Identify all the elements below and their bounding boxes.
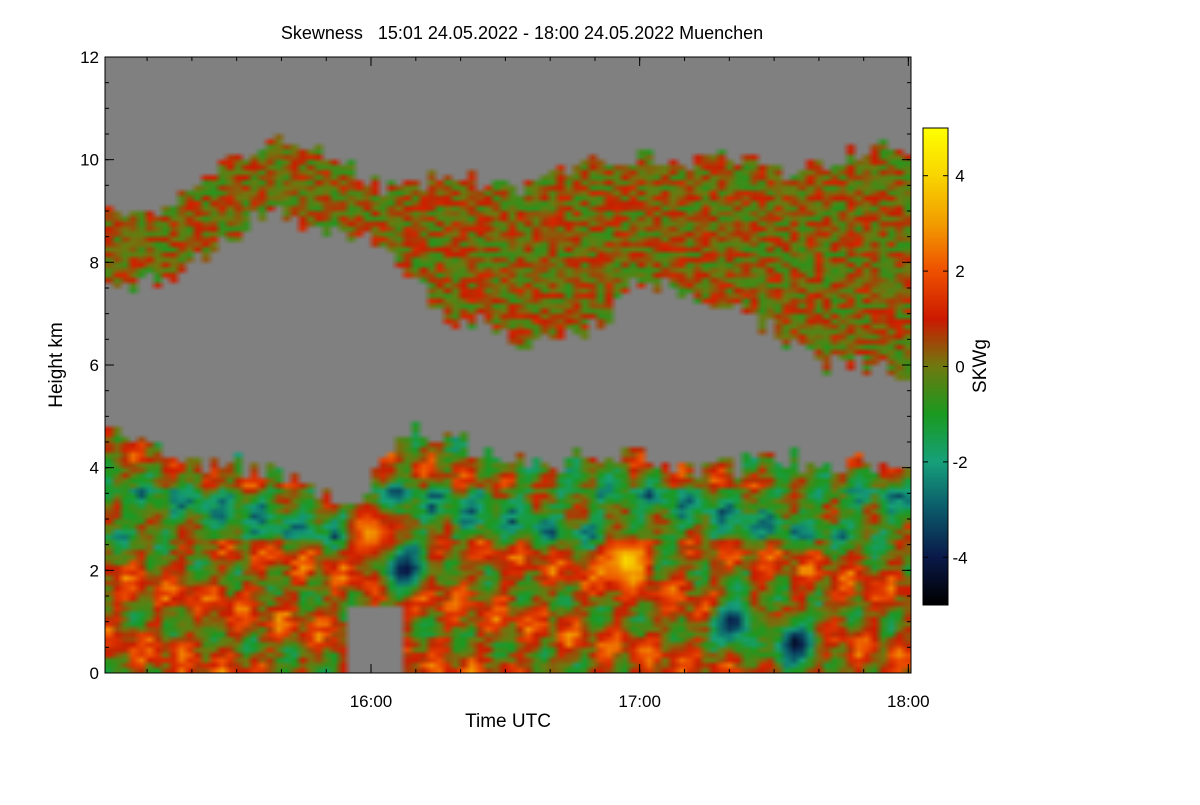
colorbar-ticks: -4 -2 0 2 4 bbox=[923, 167, 968, 567]
x-axis-label: Time UTC bbox=[465, 711, 551, 732]
y-tick-label: 0 bbox=[90, 664, 99, 683]
colorbar-tick-label: -2 bbox=[952, 453, 967, 472]
y-tick-label: 10 bbox=[80, 151, 99, 170]
colorbar-label: SKWg bbox=[970, 339, 991, 393]
y-tick-label: 2 bbox=[90, 561, 99, 580]
y-tick-label: 4 bbox=[90, 459, 99, 478]
plot-area bbox=[104, 56, 912, 674]
x-axis: 16:00 17:00 18:00 bbox=[146, 57, 930, 711]
skewness-heatmap bbox=[105, 57, 911, 673]
y-axis-label: Height km bbox=[46, 322, 67, 408]
colorbar-tick-label: 4 bbox=[955, 167, 964, 186]
y-tick-label: 8 bbox=[90, 253, 99, 272]
x-tick-label: 18:00 bbox=[887, 692, 930, 711]
x-tick-label: 17:00 bbox=[618, 692, 661, 711]
colorbar-tick-label: -4 bbox=[952, 548, 967, 567]
x-tick-label: 16:00 bbox=[350, 692, 393, 711]
colorbar-tick-label: 0 bbox=[955, 358, 964, 377]
y-tick-label: 6 bbox=[90, 356, 99, 375]
colorbar-tick-label: 2 bbox=[955, 262, 964, 281]
chart-title: Skewness 15:01 24.05.2022 - 18:00 24.05.… bbox=[281, 23, 763, 43]
y-axis: 0 2 4 6 8 10 12 bbox=[80, 48, 911, 683]
y-tick-label: 12 bbox=[80, 48, 99, 67]
colorbar: -4 -2 0 2 4 bbox=[922, 127, 968, 606]
